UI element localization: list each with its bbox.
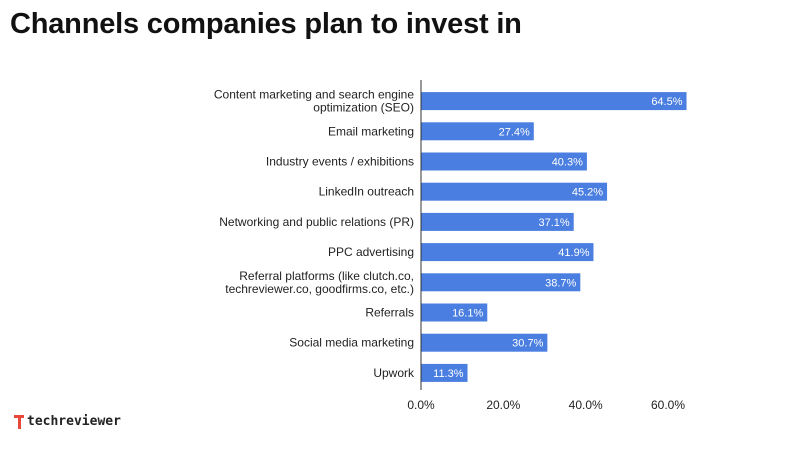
value-label: 64.5% bbox=[651, 96, 682, 108]
bar bbox=[421, 212, 574, 231]
value-label: 45.2% bbox=[572, 187, 603, 199]
x-tick-label: 0.0% bbox=[407, 398, 435, 412]
bar bbox=[421, 122, 534, 141]
bar bbox=[421, 273, 581, 292]
category-label: Referral platforms (like clutch.co, techr… bbox=[225, 269, 414, 296]
value-labels: 64.5% 27.4% 40.3% 45.2% 37.1% 41.9% 38.7% 16.1%… bbox=[433, 96, 683, 380]
value-label: 41.9% bbox=[558, 247, 589, 259]
bar bbox=[421, 182, 608, 201]
bar bbox=[421, 303, 488, 322]
value-label: 40.3% bbox=[552, 157, 583, 169]
value-label: 30.7% bbox=[512, 338, 543, 350]
value-label: 16.1% bbox=[452, 308, 483, 320]
category-label: PPC advertising bbox=[328, 245, 414, 259]
category-label: LinkedIn outreach bbox=[319, 185, 414, 199]
category-label: Social media marketing bbox=[289, 336, 414, 350]
bars-group bbox=[421, 92, 687, 382]
brand-name: techreviewer bbox=[27, 414, 121, 429]
chart-title: Channels companies plan to invest in bbox=[10, 8, 522, 40]
value-label: 38.7% bbox=[545, 277, 576, 289]
category-label: Referrals bbox=[365, 306, 414, 320]
x-axis-ticks: 0.0% 20.0% 40.0% 60.0% bbox=[407, 398, 685, 412]
x-tick-label: 60.0% bbox=[651, 398, 685, 412]
value-label: 11.3% bbox=[433, 368, 464, 380]
category-label: Upwork bbox=[373, 366, 415, 380]
value-label: 27.4% bbox=[499, 126, 530, 138]
brand-logo: techreviewer bbox=[14, 414, 121, 429]
bar bbox=[421, 243, 594, 262]
value-label: 37.1% bbox=[539, 217, 570, 229]
techreviewer-logo-icon bbox=[14, 414, 24, 429]
category-label: Industry events / exhibitions bbox=[266, 155, 414, 169]
x-tick-label: 40.0% bbox=[569, 398, 603, 412]
x-tick-label: 20.0% bbox=[486, 398, 520, 412]
bar bbox=[421, 92, 687, 111]
category-labels: Content marketing and search engine optim… bbox=[214, 88, 415, 380]
category-label: Networking and public relations (PR) bbox=[219, 215, 414, 229]
bar bbox=[421, 152, 587, 171]
category-label: Email marketing bbox=[328, 124, 414, 138]
bar bbox=[421, 363, 468, 382]
category-label: Content marketing and search engine optim… bbox=[214, 88, 414, 115]
bar bbox=[421, 333, 548, 352]
